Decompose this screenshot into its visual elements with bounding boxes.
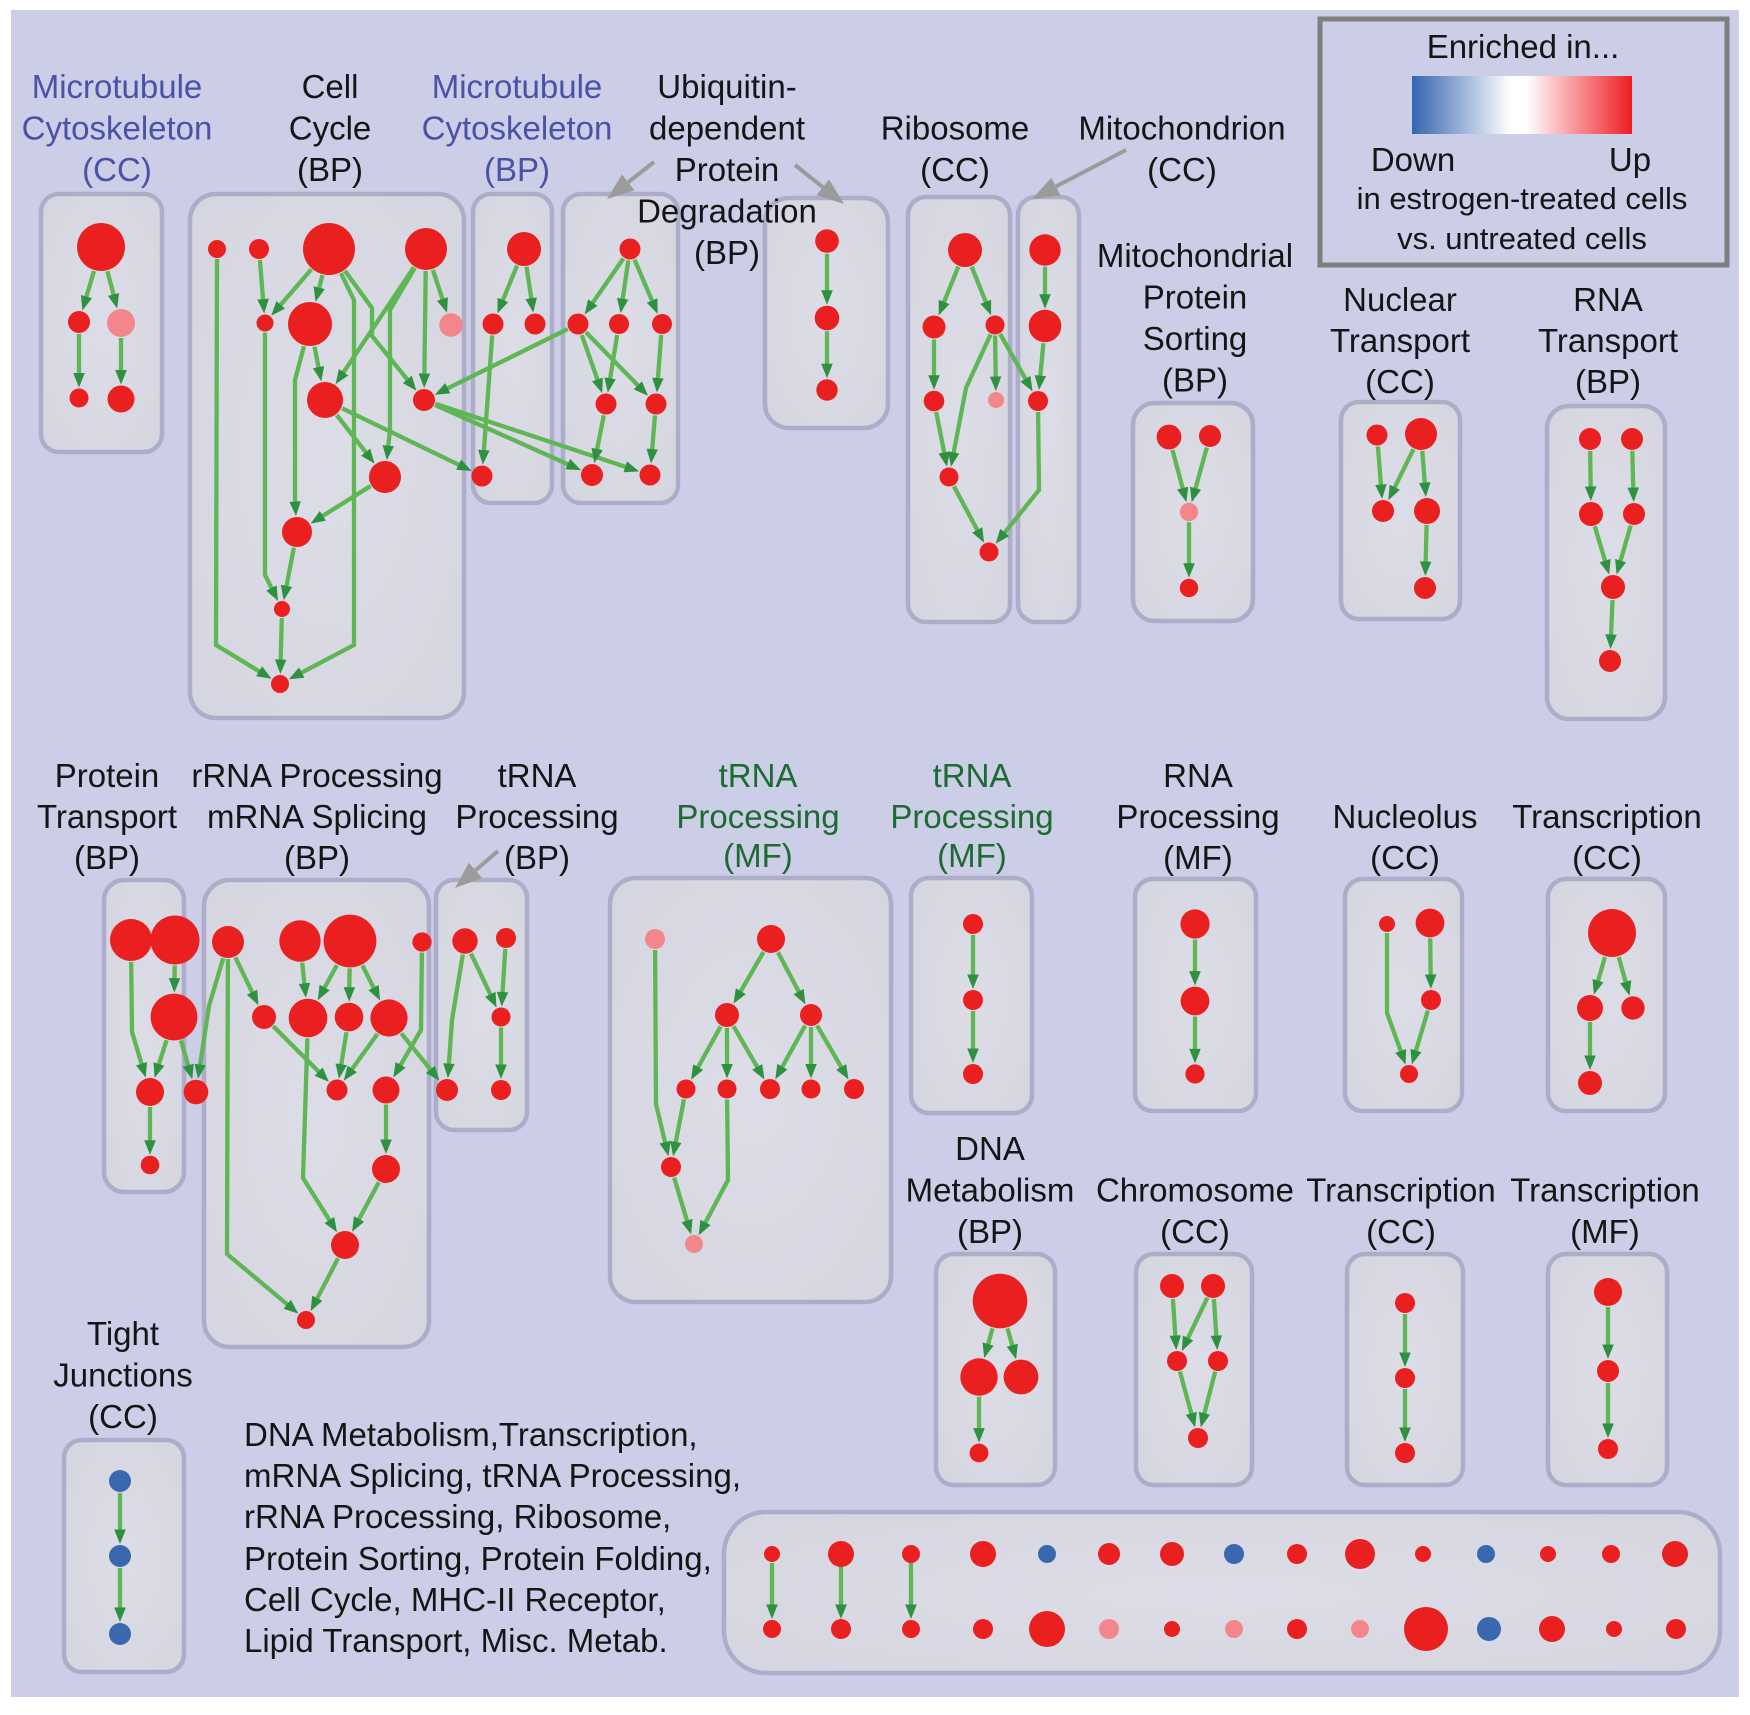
svg-text:Protein: Protein [675, 151, 780, 188]
svg-text:(CC): (CC) [88, 1398, 158, 1435]
svg-text:(BP): (BP) [957, 1213, 1023, 1250]
svg-text:Processing: Processing [455, 798, 618, 835]
svg-text:Nucleolus: Nucleolus [1333, 798, 1478, 835]
svg-text:Microtubule: Microtubule [432, 68, 603, 105]
svg-text:Transcription: Transcription [1306, 1172, 1496, 1209]
svg-text:Transcription: Transcription [1512, 798, 1702, 835]
svg-text:(CC): (CC) [1365, 363, 1435, 400]
svg-text:(BP): (BP) [694, 234, 760, 271]
svg-text:Processing: Processing [676, 798, 839, 835]
svg-text:(BP): (BP) [284, 839, 350, 876]
svg-text:DNA: DNA [955, 1130, 1025, 1167]
svg-text:rRNA Processing, Ribosome,: rRNA Processing, Ribosome, [244, 1498, 671, 1535]
svg-text:Transport: Transport [1538, 322, 1678, 359]
svg-text:Down: Down [1371, 141, 1455, 178]
svg-text:(CC): (CC) [1147, 151, 1217, 188]
svg-text:Cytoskeleton: Cytoskeleton [422, 110, 613, 147]
svg-text:Ubiquitin-: Ubiquitin- [657, 68, 796, 105]
svg-text:(CC): (CC) [1366, 1213, 1436, 1250]
svg-text:DNA Metabolism,Transcription,: DNA Metabolism,Transcription, [244, 1416, 698, 1453]
svg-text:Cytoskeleton: Cytoskeleton [22, 110, 213, 147]
svg-text:(CC): (CC) [1572, 839, 1642, 876]
svg-text:mRNA Splicing, tRNA Processing: mRNA Splicing, tRNA Processing, [244, 1457, 741, 1494]
svg-text:rRNA Processing: rRNA Processing [191, 757, 442, 794]
svg-text:mRNA Splicing: mRNA Splicing [207, 798, 427, 835]
svg-text:(CC): (CC) [82, 151, 152, 188]
svg-text:RNA: RNA [1163, 757, 1233, 794]
svg-text:Nuclear: Nuclear [1343, 281, 1457, 318]
svg-text:Metabolism: Metabolism [906, 1172, 1075, 1209]
svg-text:Cycle: Cycle [289, 110, 372, 147]
svg-text:(MF): (MF) [723, 837, 793, 874]
svg-text:Sorting: Sorting [1143, 320, 1248, 357]
svg-text:(BP): (BP) [1575, 363, 1641, 400]
svg-text:tRNA: tRNA [933, 757, 1012, 794]
svg-text:Transcription: Transcription [1510, 1172, 1700, 1209]
svg-text:Junctions: Junctions [53, 1357, 192, 1394]
svg-text:tRNA: tRNA [498, 757, 577, 794]
svg-text:Cell Cycle, MHC-II Receptor,: Cell Cycle, MHC-II Receptor, [244, 1581, 666, 1618]
svg-text:Tight: Tight [87, 1315, 159, 1352]
svg-text:Transport: Transport [37, 798, 177, 835]
svg-text:(CC): (CC) [920, 151, 990, 188]
svg-text:(CC): (CC) [1160, 1213, 1230, 1250]
svg-text:Protein: Protein [1143, 279, 1248, 316]
svg-text:RNA: RNA [1573, 281, 1643, 318]
svg-text:(BP): (BP) [504, 839, 570, 876]
svg-text:in estrogen-treated cells: in estrogen-treated cells [1357, 181, 1688, 216]
svg-text:(BP): (BP) [1162, 362, 1228, 399]
svg-text:Mitochondrion: Mitochondrion [1078, 110, 1285, 147]
svg-text:Cell: Cell [302, 68, 359, 105]
svg-text:(MF): (MF) [1570, 1213, 1640, 1250]
svg-text:(BP): (BP) [74, 839, 140, 876]
svg-text:tRNA: tRNA [719, 757, 798, 794]
svg-text:Ribosome: Ribosome [881, 110, 1030, 147]
svg-text:vs. untreated cells: vs. untreated cells [1397, 221, 1647, 256]
svg-text:(BP): (BP) [297, 151, 363, 188]
svg-text:Processing: Processing [890, 798, 1053, 835]
svg-text:(CC): (CC) [1370, 839, 1440, 876]
svg-text:Protein: Protein [55, 757, 160, 794]
svg-text:Transport: Transport [1330, 322, 1470, 359]
svg-text:(BP): (BP) [484, 151, 550, 188]
svg-text:Up: Up [1609, 141, 1651, 178]
svg-text:Microtubule: Microtubule [32, 68, 203, 105]
svg-text:dependent: dependent [649, 110, 805, 147]
svg-text:(MF): (MF) [1163, 839, 1233, 876]
svg-text:Processing: Processing [1116, 798, 1279, 835]
svg-text:Protein Sorting, Protein Foldi: Protein Sorting, Protein Folding, [244, 1540, 712, 1577]
svg-text:Lipid Transport, Misc. Metab.: Lipid Transport, Misc. Metab. [244, 1622, 668, 1659]
svg-text:Mitochondrial: Mitochondrial [1097, 237, 1293, 274]
svg-text:Chromosome: Chromosome [1096, 1172, 1294, 1209]
svg-text:Enriched in...: Enriched in... [1427, 28, 1620, 65]
svg-text:Degradation: Degradation [637, 193, 817, 230]
svg-text:(MF): (MF) [937, 837, 1007, 874]
